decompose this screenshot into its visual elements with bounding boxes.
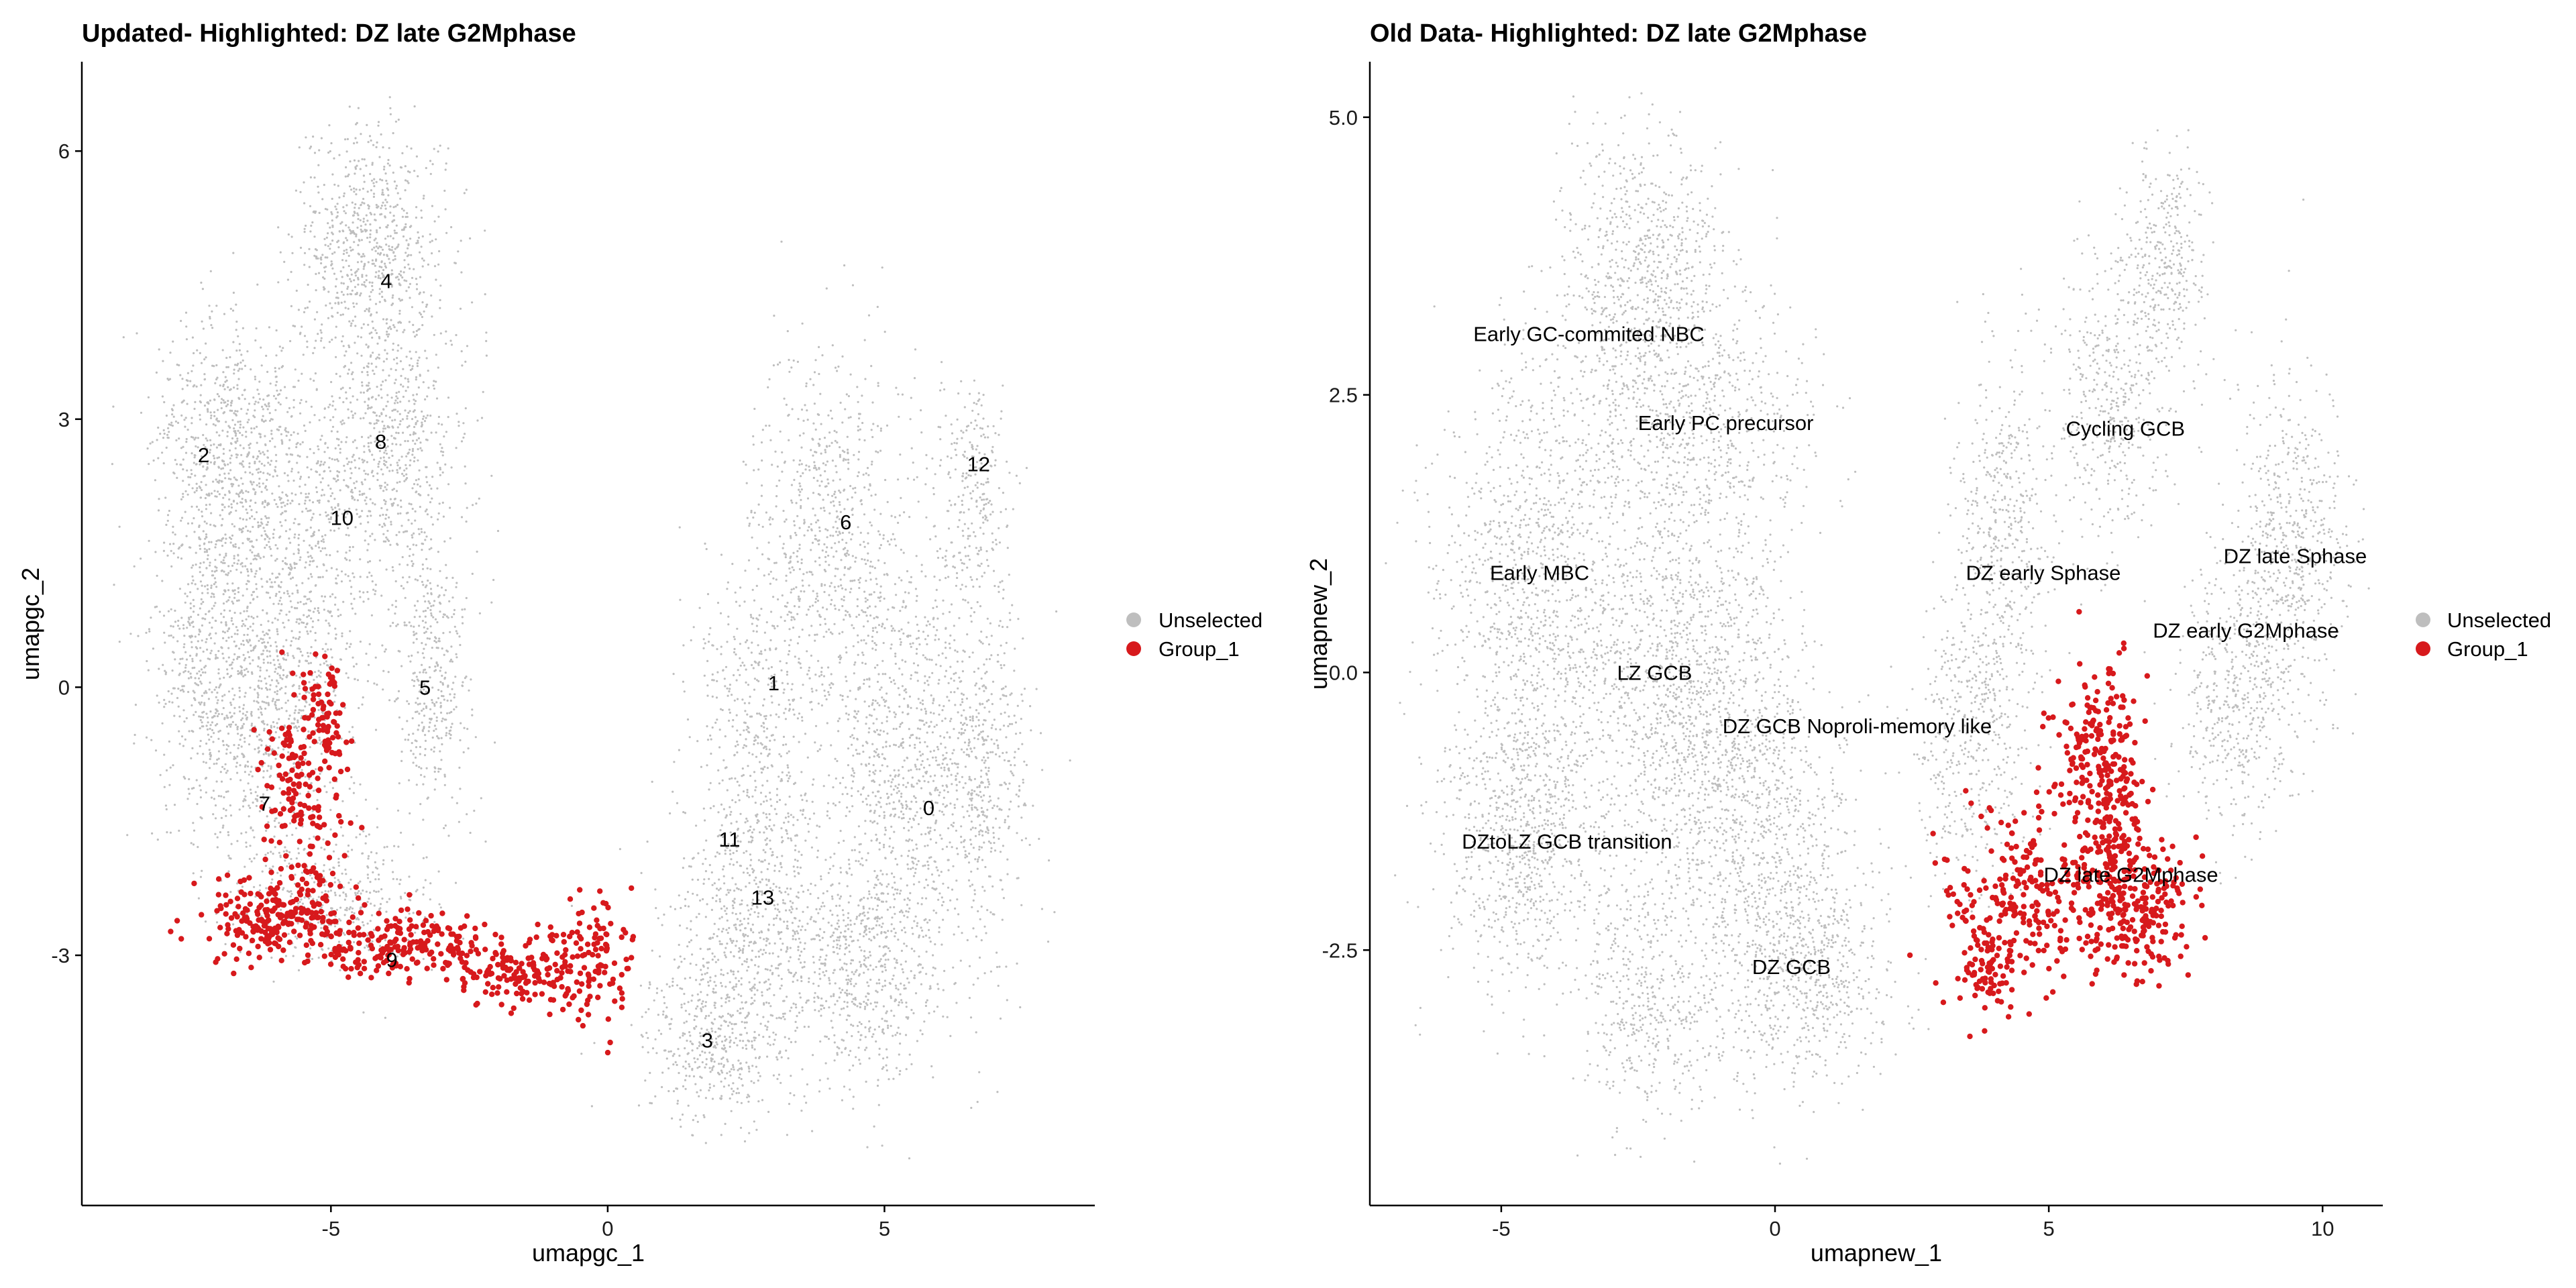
x-axis-title: umapgc_1: [532, 1239, 645, 1267]
cluster-label: Early MBC: [1490, 561, 1589, 584]
cluster-label: DZ early Sphase: [1966, 561, 2121, 584]
cluster-label: DZtoLZ GCB transition: [1462, 830, 1672, 853]
point-cloud: [111, 96, 1071, 1160]
cluster-label: 4: [380, 269, 392, 292]
cluster-label: 2: [198, 443, 209, 467]
x-tick-label: 5: [2043, 1217, 2054, 1240]
legend-swatch-group-1: [2416, 641, 2430, 656]
y-tick-label: -3: [51, 944, 70, 967]
cluster-label: Early GC-commited NBC: [1473, 323, 1705, 346]
axes: -5 0 5 -3 0 3 6: [51, 62, 1095, 1240]
x-tick-label: 0: [1769, 1217, 1780, 1240]
legend-swatch-unselected: [1126, 612, 1141, 627]
cluster-label: DZ late Sphase: [2224, 545, 2367, 568]
x-tick-label: -5: [1492, 1217, 1511, 1240]
x-tick-label: -5: [322, 1217, 341, 1240]
cluster-label: Early PC precursor: [1638, 411, 1814, 435]
y-tick-label: 3: [58, 408, 70, 431]
x-axis-title: umapnew_1: [1811, 1239, 1942, 1267]
y-tick-label: 2.5: [1329, 384, 1358, 407]
cluster-label: 12: [967, 452, 989, 476]
unselected-points: [111, 96, 1071, 1160]
chart-title: Old Data- Highlighted: DZ late G2Mphase: [1370, 19, 1867, 48]
group-1-points: [168, 649, 637, 1056]
x-tick-label: 0: [602, 1217, 613, 1240]
legend: Unselected Group_1: [2416, 608, 2551, 661]
cluster-label: LZ GCB: [1617, 661, 1692, 684]
legend-label-unselected: Unselected: [1159, 608, 1263, 632]
cluster-label: 1: [768, 672, 780, 695]
legend-label-group-1: Group_1: [2447, 637, 2528, 661]
cluster-label: 10: [331, 506, 354, 529]
legend: Unselected Group_1: [1126, 608, 1263, 661]
x-tick-label: 10: [2311, 1217, 2334, 1240]
group-1-points: [1907, 608, 2208, 1040]
y-tick-label: 0: [58, 676, 70, 699]
point-cloud: [1385, 92, 2370, 1165]
cluster-label: 3: [702, 1029, 713, 1053]
cluster-labels: Early GC-commited NBC Early PC precursor E…: [1462, 323, 2367, 979]
cluster-label: 13: [751, 885, 774, 909]
legend-swatch-group-1: [1126, 641, 1141, 656]
x-tick-label: 5: [879, 1217, 890, 1240]
cluster-label: 0: [923, 796, 934, 820]
axes: -5 0 5 10 -2.5 0.0 2.5 5.0: [1322, 62, 2383, 1240]
y-tick-label: 6: [58, 140, 70, 163]
y-axis-title: umapnew_2: [1305, 558, 1332, 690]
cluster-label: 7: [259, 792, 270, 816]
panel-old-data: Old Data- Highlighted: DZ late G2Mphase …: [1305, 19, 2551, 1267]
legend-label-group-1: Group_1: [1159, 637, 1240, 661]
chart-title: Updated- Highlighted: DZ late G2Mphase: [82, 19, 576, 48]
legend-label-unselected: Unselected: [2447, 608, 2551, 632]
cluster-label: 6: [840, 511, 851, 534]
cluster-label: 8: [375, 430, 386, 453]
cluster-label: DZ GCB Noproli-memory like: [1723, 714, 1992, 738]
cluster-label: DZ GCB: [1752, 955, 1831, 979]
y-axis-title: umapgc_2: [17, 568, 44, 680]
cluster-label: Cycling GCB: [2066, 417, 2185, 440]
y-tick-label: -2.5: [1322, 938, 1358, 962]
y-tick-label: 0.0: [1329, 661, 1358, 684]
cluster-label: 9: [386, 949, 397, 972]
legend-swatch-unselected: [2416, 612, 2430, 627]
cluster-label: 11: [718, 828, 740, 851]
cluster-label: DZ early G2Mphase: [2153, 619, 2339, 643]
panel-updated: Updated- Highlighted: DZ late G2Mphase -…: [17, 19, 1263, 1267]
cluster-label: 5: [419, 676, 431, 699]
unselected-points: [1385, 92, 2370, 1165]
y-tick-label: 5.0: [1329, 106, 1358, 129]
cluster-label: DZ late G2Mphase: [2043, 863, 2218, 887]
